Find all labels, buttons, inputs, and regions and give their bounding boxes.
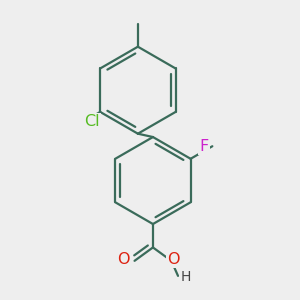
Text: O: O — [117, 253, 130, 268]
Text: Cl: Cl — [84, 115, 100, 130]
Text: F: F — [199, 139, 208, 154]
Text: O: O — [168, 252, 180, 267]
Text: H: H — [180, 270, 191, 284]
